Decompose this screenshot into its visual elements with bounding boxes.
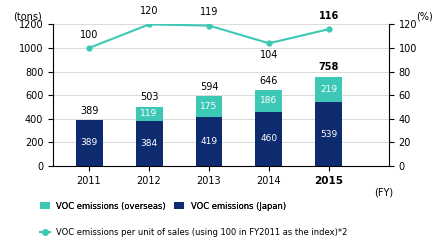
Text: 219: 219 [320,85,338,94]
Bar [136,121,163,166]
Text: (%): (%) [416,11,433,21]
Bar [195,96,222,116]
Text: (tons): (tons) [13,11,42,21]
Text: 758: 758 [319,62,339,72]
Text: 175: 175 [200,102,217,111]
Text: 389: 389 [80,106,98,116]
Text: 120: 120 [140,6,158,16]
Text: 419: 419 [200,137,217,146]
Text: 100: 100 [80,30,98,40]
Text: 539: 539 [320,130,338,139]
Legend: VOC emissions per unit of sales (using 100 in FY2011 as the index)*2: VOC emissions per unit of sales (using 1… [39,228,347,237]
Bar [255,90,282,112]
Bar [255,112,282,166]
Text: 646: 646 [260,76,278,86]
Text: 186: 186 [260,96,278,105]
Text: 119: 119 [141,109,158,118]
Text: 119: 119 [200,7,218,17]
Text: (FY): (FY) [374,188,393,198]
Text: 384: 384 [141,139,158,148]
Text: 116: 116 [319,11,339,21]
Text: 503: 503 [140,92,158,102]
Bar [195,116,222,166]
Bar [316,102,343,166]
Text: 104: 104 [260,50,278,60]
Bar [316,77,343,102]
Bar [136,107,163,121]
Text: 594: 594 [200,82,218,92]
Text: 389: 389 [80,139,98,147]
Bar [76,120,103,166]
Text: 460: 460 [260,134,278,143]
Legend: VOC emissions (overseas), VOC emissions (Japan): VOC emissions (overseas), VOC emissions … [39,202,286,211]
